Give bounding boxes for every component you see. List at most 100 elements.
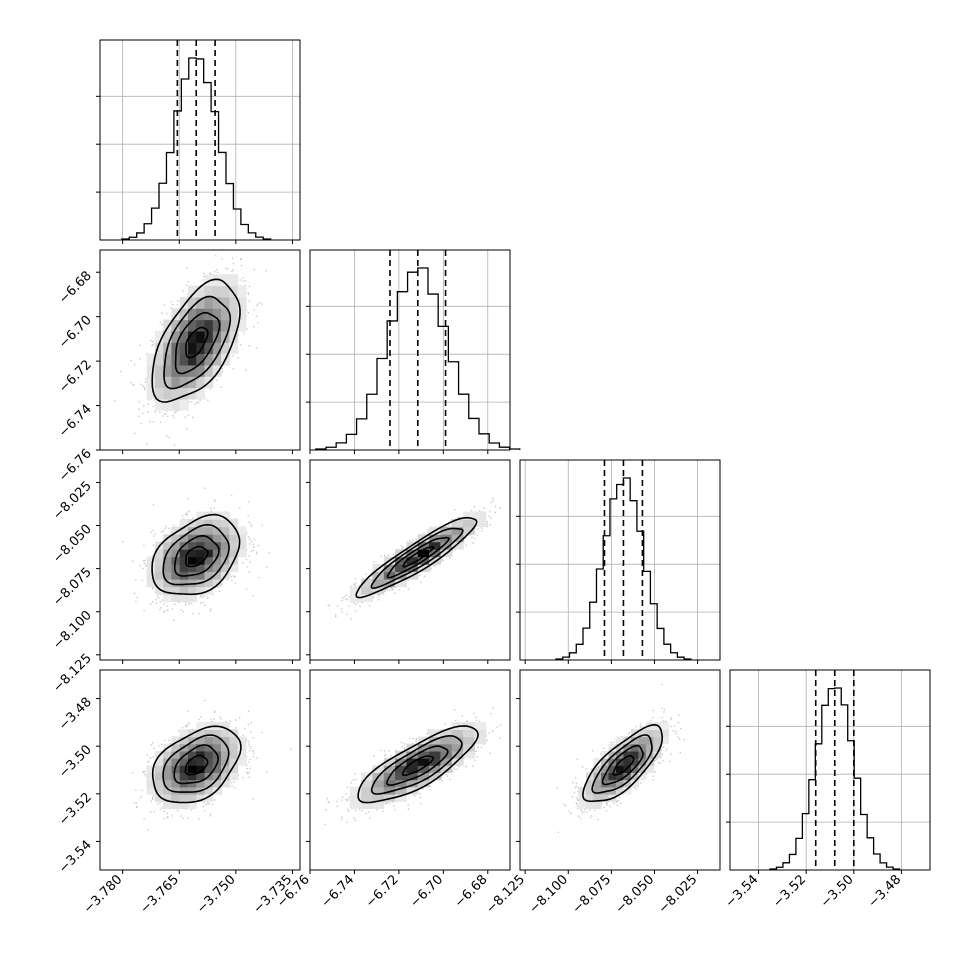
density-cell-1-0-8-7 xyxy=(188,353,197,366)
density-cell-2-0-6-10 xyxy=(171,541,181,550)
density-cell-3-1-9-6 xyxy=(417,779,430,788)
contour-1-0-2 xyxy=(163,295,232,390)
density-cell-3-0-12-8 xyxy=(221,765,230,773)
density-cell-2-0-5-10 xyxy=(163,541,173,550)
density-cell-1-0-3-7 xyxy=(146,353,156,366)
density-cell-2-1-3-4 xyxy=(349,586,362,595)
density-cell-3-2-4-4 xyxy=(586,794,595,802)
density-cell-2-0-6-4 xyxy=(171,586,181,595)
contour-2-1-1 xyxy=(386,536,450,579)
density-cell-3-0-10-13 xyxy=(204,729,214,738)
density-cell-3-1-7-10 xyxy=(395,750,407,759)
density-cell-3-2-10-11 xyxy=(630,743,639,752)
y-tick-label-1-2: −6.72 xyxy=(56,357,95,396)
density-cell-2-0-7-5 xyxy=(179,579,189,588)
density-cell-2-0-10-6 xyxy=(204,571,214,580)
density-cell-2-0-7-9 xyxy=(179,549,189,558)
density-cell-3-0-10-12 xyxy=(204,736,214,745)
density-cell-1-0-13-12 xyxy=(229,296,239,309)
density-cell-1-0-5-4 xyxy=(163,387,173,400)
y-tick-label-2-1: −8.100 xyxy=(50,608,95,653)
density-cell-1-0-12-14 xyxy=(221,274,230,287)
density-cell-2-0-9-9 xyxy=(196,549,206,558)
density-cell-3-0-9-6 xyxy=(196,779,206,788)
density-cell-2-0-6-9 xyxy=(171,549,181,558)
density-cell-3-1-12-9 xyxy=(451,758,464,766)
density-cell-1-0-6-10 xyxy=(171,319,181,332)
density-panel-3-1 xyxy=(324,707,501,826)
density-cell-1-0-7-8 xyxy=(179,342,189,355)
density-cell-1-0-5-7 xyxy=(163,353,173,366)
hist-panel-1 xyxy=(306,249,521,451)
density-cell-2-1-8-8 xyxy=(406,556,419,565)
density-cell-3-0-3-6 xyxy=(146,779,156,788)
density-cell-2-0-7-8 xyxy=(179,556,189,565)
density-cell-2-0-8-13 xyxy=(188,519,197,528)
density-cell-2-1-9-7 xyxy=(417,564,430,573)
density-cell-2-0-4-7 xyxy=(154,564,164,573)
density-cell-3-1-7-8 xyxy=(395,765,407,773)
density-cell-3-0-6-3 xyxy=(171,801,181,809)
density-cell-3-0-9-11 xyxy=(196,743,206,752)
density-cell-3-2-7-7 xyxy=(608,772,617,781)
density-cell-3-0-9-8 xyxy=(196,765,206,773)
density-cell-3-0-4-6 xyxy=(154,779,164,788)
density-cell-3-2-14-13 xyxy=(660,729,669,738)
density-cell-2-1-14-14 xyxy=(474,511,487,520)
density-cell-3-0-8-7 xyxy=(188,772,197,781)
density-cell-2-0-7-4 xyxy=(179,586,189,595)
density-cell-3-0-7-13 xyxy=(179,729,189,738)
density-cell-2-0-10-9 xyxy=(204,549,214,558)
density-cell-3-0-4-4 xyxy=(154,794,164,802)
density-cell-2-0-10-5 xyxy=(204,579,214,588)
density-cell-1-0-8-11 xyxy=(188,308,197,321)
contour-2-1-0 xyxy=(402,546,435,568)
density-cell-2-0-6-5 xyxy=(171,579,181,588)
density-cell-1-0-7-10 xyxy=(179,319,189,332)
density-cell-3-1-5-4 xyxy=(372,794,385,802)
density-cell-3-2-9-5 xyxy=(623,786,632,795)
density-cell-2-0-7-12 xyxy=(179,526,189,535)
density-cell-3-2-12-9 xyxy=(645,758,654,766)
density-cell-3-1-10-10 xyxy=(429,750,441,759)
density-cell-3-0-5-5 xyxy=(163,786,173,795)
contour-3-2-1 xyxy=(601,744,644,786)
density-cell-3-0-9-14 xyxy=(196,722,206,730)
density-cell-3-1-3-5 xyxy=(349,786,362,795)
density-cell-3-2-7-11 xyxy=(608,743,617,752)
density-cell-3-0-3-7 xyxy=(146,772,156,781)
density-cell-3-1-11-13 xyxy=(440,729,453,738)
density-cell-2-1-11-12 xyxy=(440,526,453,535)
x-tick-label-2-4: −8.025 xyxy=(656,872,701,917)
hist-frame-2 xyxy=(519,459,721,661)
y-tick-label-1-4: −6.68 xyxy=(56,268,95,307)
density-cell-3-0-14-10 xyxy=(237,750,247,759)
density-cell-2-0-6-7 xyxy=(171,564,181,573)
density-cell-2-1-11-10 xyxy=(440,541,453,550)
density-cell-2-0-11-5 xyxy=(212,579,222,588)
density-cell-3-2-8-11 xyxy=(616,743,625,752)
density-cell-3-0-8-10 xyxy=(188,750,197,759)
density-cell-3-0-13-7 xyxy=(229,772,239,781)
density-cell-2-0-9-4 xyxy=(196,586,206,595)
density-cell-2-1-4-4 xyxy=(361,586,373,595)
x-tick-label-2-1: −8.100 xyxy=(526,872,571,917)
x-tick-label-0-1: −3.765 xyxy=(137,872,182,917)
density-cell-2-0-9-11 xyxy=(196,534,206,543)
density-cell-2-0-12-7 xyxy=(221,564,230,573)
density-cell-3-1-12-10 xyxy=(451,750,464,759)
density-cell-1-0-14-12 xyxy=(237,296,247,309)
density-cell-2-0-14-9 xyxy=(237,549,247,558)
density-cell-1-0-6-6 xyxy=(171,364,181,377)
density-cell-3-0-14-9 xyxy=(237,758,247,766)
hist-panel-2 xyxy=(516,459,721,661)
density-cell-3-1-8-6 xyxy=(406,779,419,788)
density-cell-1-0-9-7 xyxy=(196,353,206,366)
density-cell-2-0-4-4 xyxy=(154,586,164,595)
density-cell-3-0-13-12 xyxy=(229,736,239,745)
density-cell-2-1-14-13 xyxy=(474,519,487,528)
density-cell-3-1-9-7 xyxy=(417,772,430,781)
density-cell-3-1-7-7 xyxy=(395,772,407,781)
density-cell-1-0-6-11 xyxy=(171,308,181,321)
